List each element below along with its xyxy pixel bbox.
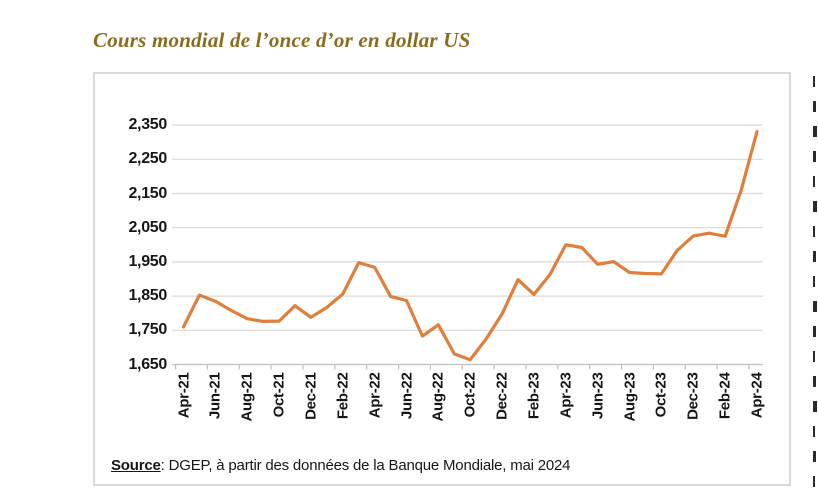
x-tick-label: Feb-23	[525, 372, 543, 420]
clipped-text-fragment	[813, 201, 817, 212]
clipped-text-fragment	[813, 451, 816, 462]
price-line	[181, 129, 759, 362]
x-tick-label: Apr-21	[175, 372, 192, 419]
clipped-text-fragment	[813, 276, 815, 287]
clipped-text-fragment	[813, 301, 817, 312]
clipped-text-fragment	[813, 476, 815, 487]
clipped-text-fragment	[813, 351, 815, 362]
source-label: Source	[111, 457, 161, 474]
y-tick-label: 2,150	[128, 184, 167, 202]
clipped-text-fragment	[813, 151, 816, 162]
x-tick-label: Oct-23	[652, 372, 670, 418]
clipped-text-fragment	[813, 226, 815, 237]
chart-title: Cours mondial de l’once d’or en dollar U…	[93, 28, 471, 52]
clipped-text-fragment	[813, 326, 816, 337]
y-tick-label: 1,750	[128, 321, 167, 339]
clipped-text-fragments	[813, 76, 818, 495]
x-tick-label: Apr-24	[748, 372, 766, 419]
x-tick-label: Oct-22	[461, 372, 479, 418]
x-tick-label: Aug-23	[621, 372, 639, 422]
x-tick-label: Jun-22	[398, 372, 416, 420]
x-tick-label: Dec-23	[684, 372, 702, 420]
x-tick-label: Aug-22	[429, 372, 447, 422]
y-tick-label: 1,950	[128, 252, 167, 270]
clipped-text-fragment	[813, 401, 817, 412]
clipped-text-fragment	[813, 426, 815, 437]
chart-panel: 1,650 1,750 1,850 1,950 2,050 2,150 2,250 2,350…	[93, 72, 791, 486]
gold-price-line-chart	[172, 124, 763, 370]
source-note: Source: DGEP, à partir des données de la…	[111, 457, 571, 474]
y-tick-label: 2,350	[128, 116, 167, 134]
x-tick-label: Dec-21	[302, 372, 320, 420]
clipped-text-fragment	[813, 176, 815, 187]
y-tick-label: 1,650	[128, 355, 167, 373]
clipped-text-fragment	[813, 376, 816, 387]
y-tick-label: 2,050	[128, 218, 167, 236]
x-tick-label: Jun-23	[589, 372, 607, 420]
clipped-text-fragment	[813, 76, 815, 87]
y-tick-label: 2,250	[128, 150, 167, 168]
x-tick-label: Feb-24	[716, 372, 734, 420]
x-tick-label: Apr-23	[557, 372, 575, 419]
clipped-text-fragment	[813, 101, 816, 112]
x-tick-label: Dec-22	[493, 372, 511, 420]
source-text: : DGEP, à partir des données de la Banqu…	[160, 457, 571, 474]
x-tick-label: Jun-21	[206, 372, 224, 420]
x-tick-label: Oct-21	[270, 372, 288, 418]
clipped-text-fragment	[813, 251, 816, 262]
x-tick-label: Feb-22	[334, 372, 352, 420]
y-tick-label: 1,850	[128, 287, 167, 305]
x-tick-label: Aug-21	[238, 372, 256, 422]
clipped-text-fragment	[813, 126, 817, 137]
x-tick-label: Apr-22	[366, 372, 384, 419]
